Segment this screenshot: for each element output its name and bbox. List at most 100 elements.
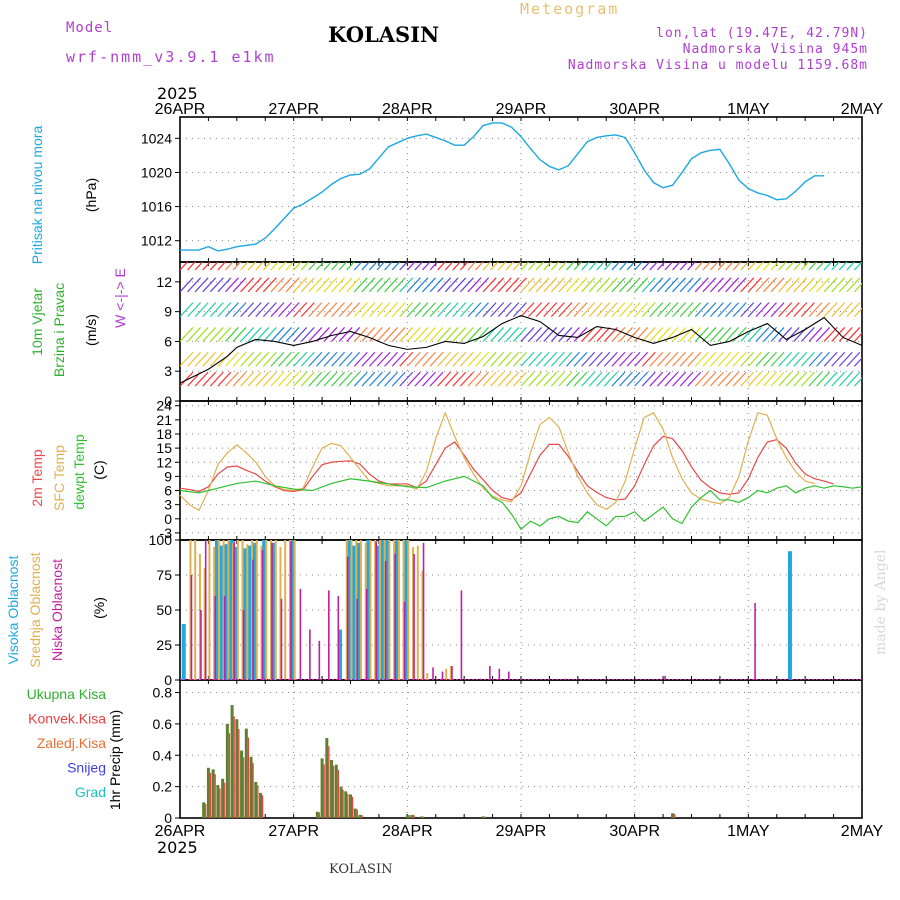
wind-barb [581,277,596,293]
wind-barb [384,371,399,387]
cloud-low-bar [403,601,406,680]
wind-barb [232,371,247,387]
wind-barb [217,277,232,293]
precip-conv-bar [323,764,325,818]
clouds-panel [175,539,863,681]
wind-barb [573,262,583,271]
wind-barb [315,371,330,387]
wind-barb [497,262,507,271]
cloud-high-bar [356,542,361,680]
wind-barb [558,302,573,318]
wind-barb [194,302,209,318]
wind-barb [187,351,202,367]
precip-conv-bar [257,785,259,818]
cloud-low-bar [223,596,226,680]
wind-barb [853,307,862,318]
wind-barb [452,351,467,367]
x-tick-label-bottom: 30APR [609,823,660,840]
wind-barb [369,262,378,271]
wind-barb [406,327,421,342]
wind-barb [293,371,308,387]
wind-barb [861,365,862,367]
cloud-mid-bar [217,540,220,680]
wind-barb [861,269,862,270]
precip-bar [240,750,244,818]
wind-barb [755,262,765,271]
x-tick-label-bottom: 27APR [268,823,319,840]
precip-bar [259,792,263,818]
precip-ylabel: 1hr Precip (mm) [107,710,123,810]
cloud-mid-bar [284,540,287,680]
wind-barb [710,302,724,318]
wind-barb [452,302,467,318]
wind-barb [558,262,568,271]
wind-barb [763,302,777,318]
wind-barb [459,371,474,387]
wind-barb [619,277,633,293]
wind-barb [831,302,846,318]
wind-barb [808,277,823,293]
wind-barb [406,302,421,318]
wind-barb [800,277,815,293]
wind-barb [535,327,550,342]
precipitation-frame [179,679,863,819]
cloud-low-bar [337,596,340,680]
precip-bar [481,816,485,818]
model-altitude-label: Nadmorska Visina u modelu 1159.68m [567,58,868,73]
legend-snow: Snijeg [67,760,106,776]
wind-barb [664,302,679,318]
wind-barb [376,302,391,318]
wind-barb [611,262,621,271]
wind-barb [793,351,808,367]
wind-barb [490,371,505,387]
wind-barb [429,277,444,293]
cloud-low-bar [451,666,453,680]
cloud-low-bar [200,610,202,680]
wind-barb [634,262,643,271]
x-tick-label-bottom: 2MAY [841,823,884,840]
wind-barb [785,327,800,342]
wind-barb [452,262,461,271]
wind-barb [747,351,762,367]
wind-barb [672,371,686,387]
cloud-mid-bar [279,547,282,680]
wind-barb [611,277,626,293]
wind-barb [308,371,323,387]
wind-barb [308,302,323,318]
cloud-mid-bar [402,540,405,680]
wind-barb [180,262,189,271]
wind-barb [732,262,742,271]
wind-barb [785,277,800,293]
wind-barb [444,327,459,342]
precip-conv-bar [352,796,354,818]
wind-barb [361,262,371,271]
wind-barb [747,262,757,271]
wind-barb [853,282,862,293]
wind-barb [755,277,770,293]
wind-barb [550,351,565,367]
wind-barb [180,351,194,367]
wind-barb [497,327,512,342]
x-tick-label-top: 29APR [496,101,547,118]
wind-barb [573,351,588,367]
wind-barb [702,262,712,271]
wind-barb [566,262,575,271]
wind-barb [497,371,512,387]
wind-barb [566,327,580,342]
cloud-high-bar [380,540,385,680]
cloud-low-bar [271,542,273,680]
wind-barb [232,277,247,293]
wind-barb [649,262,659,271]
wind-barb [679,371,694,387]
wind-barb [573,302,588,318]
wind-barb [543,302,558,318]
precip-bar [221,778,225,818]
y-tick-label: 18 [156,426,172,442]
wind-barb [429,351,444,367]
cloud-low-bar [233,541,235,680]
wind-barb [619,262,628,271]
cloud-low-bar [664,675,666,680]
wind-barb [346,277,361,293]
wind-barb [293,277,308,293]
y-tick-label: 0.6 [153,716,173,732]
